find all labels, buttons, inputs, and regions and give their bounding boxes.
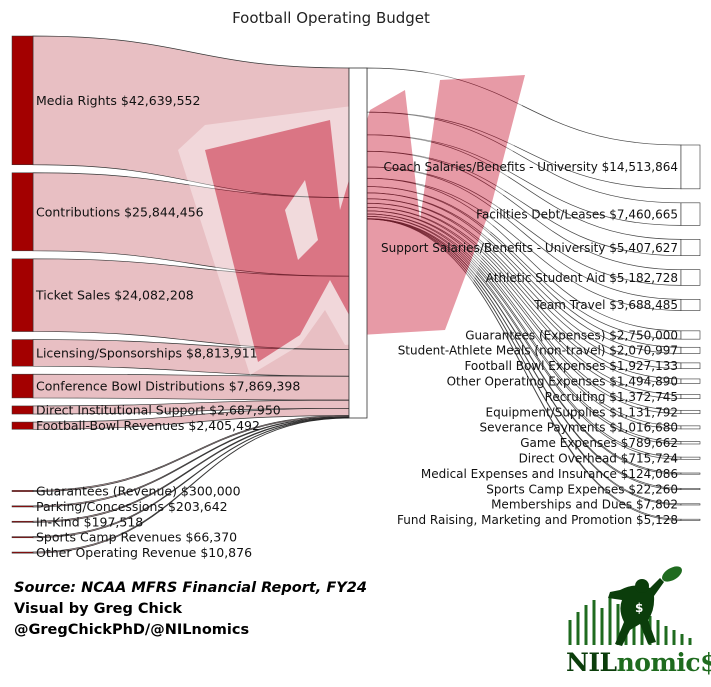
node-support-salaries-benefits-university <box>680 239 701 256</box>
target-links <box>366 67 682 521</box>
label-team-travel: Team Travel $3,688,485 <box>533 298 678 312</box>
label-ticket-sales: Ticket Sales $24,082,208 <box>35 288 194 303</box>
source-nodes <box>11 35 34 554</box>
node-other-operating-revenue <box>11 551 34 554</box>
target-nodes <box>680 144 701 521</box>
budget-hub-node <box>348 67 368 419</box>
label-sports-camp-revenues: Sports Camp Revenues $66,370 <box>36 530 237 545</box>
node-conference-bowl-distributions <box>11 373 34 399</box>
node-direct-institutional-support <box>11 405 34 415</box>
node-football-bowl-revenues <box>11 421 34 430</box>
node-parking-concessions <box>11 505 34 508</box>
label-student-athlete-meals-non-travel: Student-Athlete Meals (non-travel) $2,07… <box>398 344 678 358</box>
label-other-operating-expenses: Other Operating Expenses $1,494,890 <box>447 375 678 389</box>
target-labels: Coach Salaries/Benefits - University $14… <box>381 160 678 527</box>
nilnomics-logo: $ <box>568 566 692 646</box>
svg-text:$: $ <box>635 601 643 615</box>
label-athletic-student-aid: Athletic Student Aid $5,182,728 <box>486 271 678 285</box>
nilnomics-logo-text: NILnomic$ <box>566 648 711 677</box>
node-team-travel <box>680 299 701 311</box>
node-other-operating-expenses <box>680 378 701 384</box>
label-in-kind: In-Kind $197,518 <box>36 514 143 529</box>
label-fund-raising-marketing-and-promotion: Fund Raising, Marketing and Promotion $5… <box>397 513 678 527</box>
label-game-expenses: Game Expenses $789,662 <box>520 436 678 450</box>
node-contributions <box>11 172 34 252</box>
node-medical-expenses-and-insurance <box>680 472 701 475</box>
node-guarantees-revenue <box>11 490 34 492</box>
label-other-operating-revenue: Other Operating Revenue $10,876 <box>36 545 252 560</box>
node-fund-raising-marketing-and-promotion <box>680 518 701 521</box>
label-direct-institutional-support: Direct Institutional Support $2,687,950 <box>36 402 281 417</box>
label-contributions: Contributions $25,844,456 <box>36 204 204 219</box>
label-facilities-debt-leases: Facilities Debt/Leases $7,460,665 <box>476 207 678 221</box>
node-sports-camp-revenues <box>11 536 34 539</box>
node-football-bowl-expenses <box>680 362 701 370</box>
chart-title: Football Operating Budget <box>232 9 430 27</box>
label-memberships-and-dues: Memberships and Dues $7,802 <box>491 498 678 512</box>
source-labels: Media Rights $42,639,552 Contributions $2… <box>35 93 300 560</box>
label-recruiting: Recruiting $1,372,745 <box>545 390 678 404</box>
node-memberships-and-dues <box>680 503 701 506</box>
node-sports-camp-expenses <box>680 488 701 490</box>
node-equipment-supplies <box>680 409 701 415</box>
node-facilities-debt-leases <box>680 202 701 226</box>
node-student-athlete-meals-non-travel <box>680 346 701 354</box>
node-ticket-sales <box>11 258 34 332</box>
source-note: Source: NCAA MFRS Financial Report, FY24 <box>14 580 367 596</box>
label-licensing-sponsorships: Licensing/Sponsorships $8,813,911 <box>36 345 258 360</box>
node-in-kind <box>11 520 34 523</box>
label-guarantees-expenses: Guarantees (Expenses) $2,750,000 <box>465 328 678 342</box>
label-direct-overhead: Direct Overhead $715,724 <box>519 452 678 466</box>
node-athletic-student-aid <box>680 269 701 286</box>
label-parking-concessions: Parking/Concessions $203,642 <box>36 499 228 514</box>
source-links <box>32 35 350 554</box>
label-support-salaries-benefits-university: Support Salaries/Benefits - University $… <box>381 241 678 255</box>
node-recruiting <box>680 394 701 399</box>
label-conference-bowl-distributions: Conference Bowl Distributions $7,869,398 <box>36 379 300 394</box>
label-guarantees-revenue: Guarantees (Revenue) $300,000 <box>36 484 241 499</box>
label-coach-salaries-benefits-university: Coach Salaries/Benefits - University $14… <box>384 160 678 174</box>
label-severance-payments: Severance Payments $1,016,680 <box>480 421 678 435</box>
label-equipment-supplies: Equipment/Supplies $1,131,792 <box>486 405 678 419</box>
node-game-expenses <box>680 441 701 445</box>
label-medical-expenses-and-insurance: Medical Expenses and Insurance $124,086 <box>421 467 678 481</box>
node-guarantees-expenses <box>680 330 701 340</box>
node-severance-payments <box>680 425 701 430</box>
label-football-bowl-expenses: Football Bowl Expenses $1,927,133 <box>464 359 678 373</box>
label-media-rights: Media Rights $42,639,552 <box>36 93 200 108</box>
node-coach-salaries-benefits-university <box>680 144 701 190</box>
node-licensing-sponsorships <box>11 339 34 367</box>
author-handles: @GregChickPhD/@NILnomics <box>14 622 250 638</box>
node-media-rights <box>11 35 34 166</box>
label-sports-camp-expenses: Sports Camp Expenses $22,260 <box>486 482 678 496</box>
label-football-bowl-revenues: Football-Bowl Revenues $2,405,492 <box>36 418 260 433</box>
credits-block: Source: NCAA MFRS Financial Report, FY24… <box>14 578 367 641</box>
visual-credit: Visual by Greg Chick <box>14 601 183 617</box>
node-direct-overhead <box>680 456 701 460</box>
